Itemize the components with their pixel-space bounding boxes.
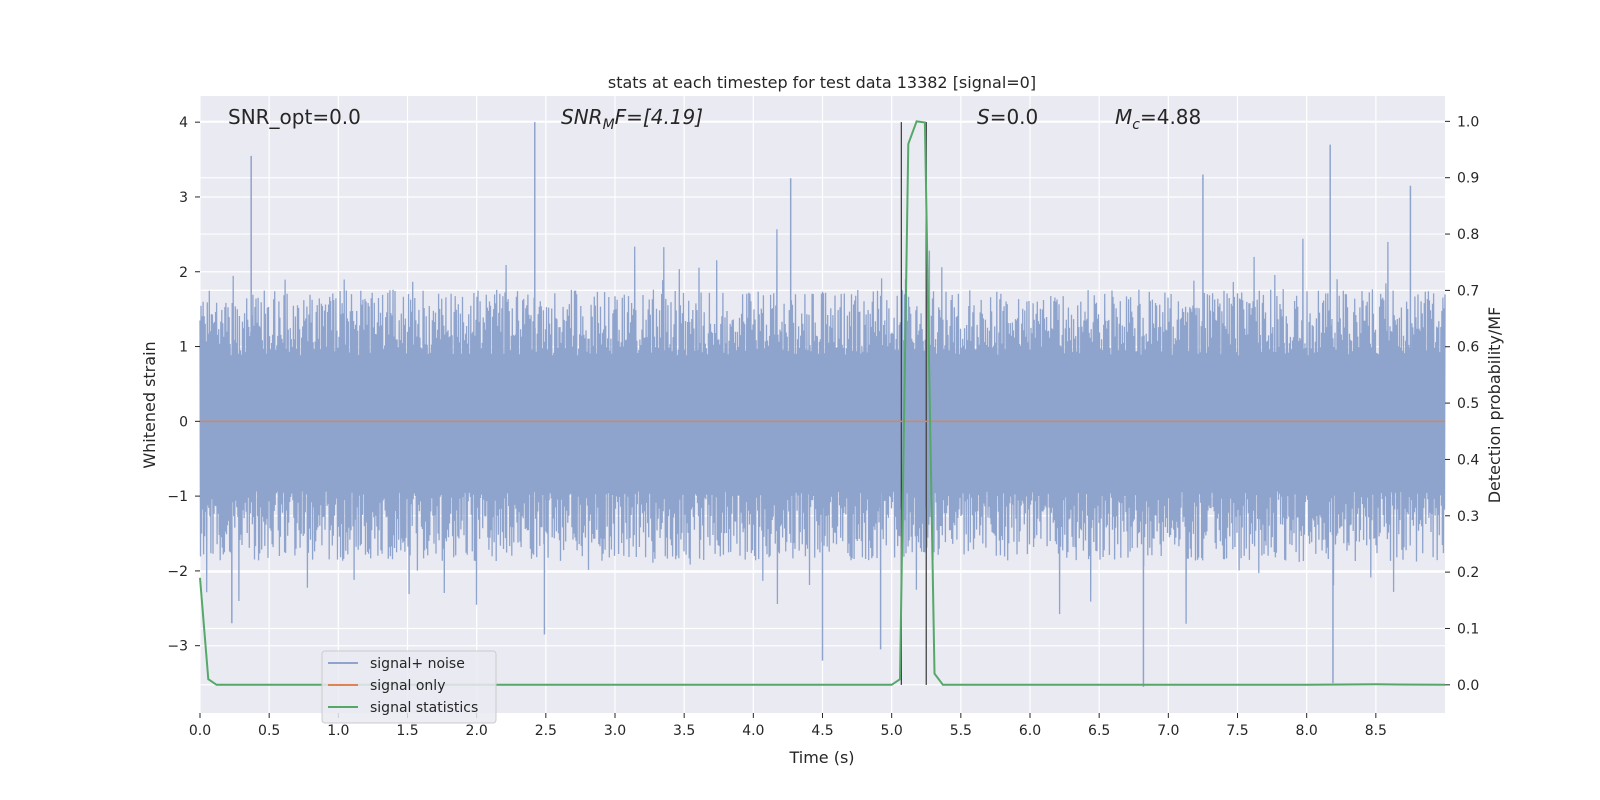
- y-right-tick-label: 0.6: [1457, 340, 1479, 356]
- x-tick-label: 4.0: [742, 723, 764, 739]
- y-left-tick-label: −1: [167, 489, 188, 505]
- chart-title: stats at each timestep for test data 133…: [608, 73, 1036, 92]
- annotation-s: S=0.0: [977, 105, 1038, 129]
- y-right-tick-label: 0.2: [1457, 565, 1479, 581]
- y-right-tick-label: 1.0: [1457, 114, 1479, 130]
- annotation-snr-opt: SNR_opt=0.0: [228, 105, 361, 129]
- x-tick-label: 2.5: [535, 723, 557, 739]
- y-left-tick-label: −2: [167, 564, 188, 580]
- legend-label-signal-noise: signal+ noise: [370, 656, 465, 672]
- x-tick-label: 7.0: [1157, 723, 1179, 739]
- signal-statistics-line: [199, 120, 1446, 686]
- x-tick-label: 1.0: [327, 723, 349, 739]
- legend-label-signal-statistics: signal statistics: [370, 700, 478, 716]
- annotation-mc: Mc=4.88: [1115, 105, 1201, 133]
- y-left-tick-label: 2: [179, 265, 188, 281]
- x-tick-label: 1.5: [396, 723, 418, 739]
- y-right-tick-label: 0.9: [1457, 171, 1479, 187]
- x-tick-label: 4.5: [811, 723, 833, 739]
- y-right-tick-label: 0.8: [1457, 227, 1479, 243]
- y-right-tick-label: 0.3: [1457, 509, 1479, 525]
- x-tick-label: 0.5: [258, 723, 280, 739]
- x-tick-label: 2.0: [466, 723, 488, 739]
- x-tick-label: 3.5: [673, 723, 695, 739]
- x-tick-label: 0.0: [189, 723, 211, 739]
- legend-label-signal-only: signal only: [370, 678, 445, 694]
- x-tick-label: 8.5: [1365, 723, 1387, 739]
- ticks: 0.0 0.5 1.0 1.5 2.0 2.5 3.0 3.5 4.0 4.5 5.0 5.5 6.0 6…: [167, 114, 1479, 739]
- x-tick-label: 5.0: [881, 723, 903, 739]
- y-left-tick-label: 3: [179, 190, 188, 206]
- x-tick-label: 5.5: [950, 723, 972, 739]
- y-right-tick-label: 0.7: [1457, 283, 1479, 299]
- x-tick-label: 6.0: [1019, 723, 1041, 739]
- annotation-snr-mf: SNRMF=[4.19]: [561, 105, 703, 133]
- y-left-tick-label: 4: [179, 115, 188, 131]
- y-right-tick-label: 0.5: [1457, 396, 1479, 412]
- x-tick-label: 8.0: [1296, 723, 1318, 739]
- x-tick-label: 7.5: [1226, 723, 1248, 739]
- y-right-tick-label: 0.0: [1457, 678, 1479, 694]
- signal-statistics-series: [199, 120, 1446, 686]
- legend-box: [321, 650, 497, 724]
- legend: signal+ noise signal only signal statist…: [321, 650, 497, 724]
- y-left-tick-label: 1: [179, 340, 188, 356]
- y-axis-label-left: Whitened strain: [140, 341, 159, 468]
- y-right-tick-label: 0.4: [1457, 452, 1479, 468]
- y-axis-label-right: Detection probability/MF: [1485, 307, 1504, 504]
- y-left-tick-label: −3: [167, 639, 188, 655]
- y-right-tick-label: 0.1: [1457, 621, 1479, 637]
- x-axis-label: Time (s): [788, 748, 854, 767]
- strain-noise-trace: [199, 229, 1446, 624]
- x-tick-label: 6.5: [1088, 723, 1110, 739]
- y-left-tick-label: 0: [179, 414, 188, 430]
- x-tick-label: 3.0: [604, 723, 626, 739]
